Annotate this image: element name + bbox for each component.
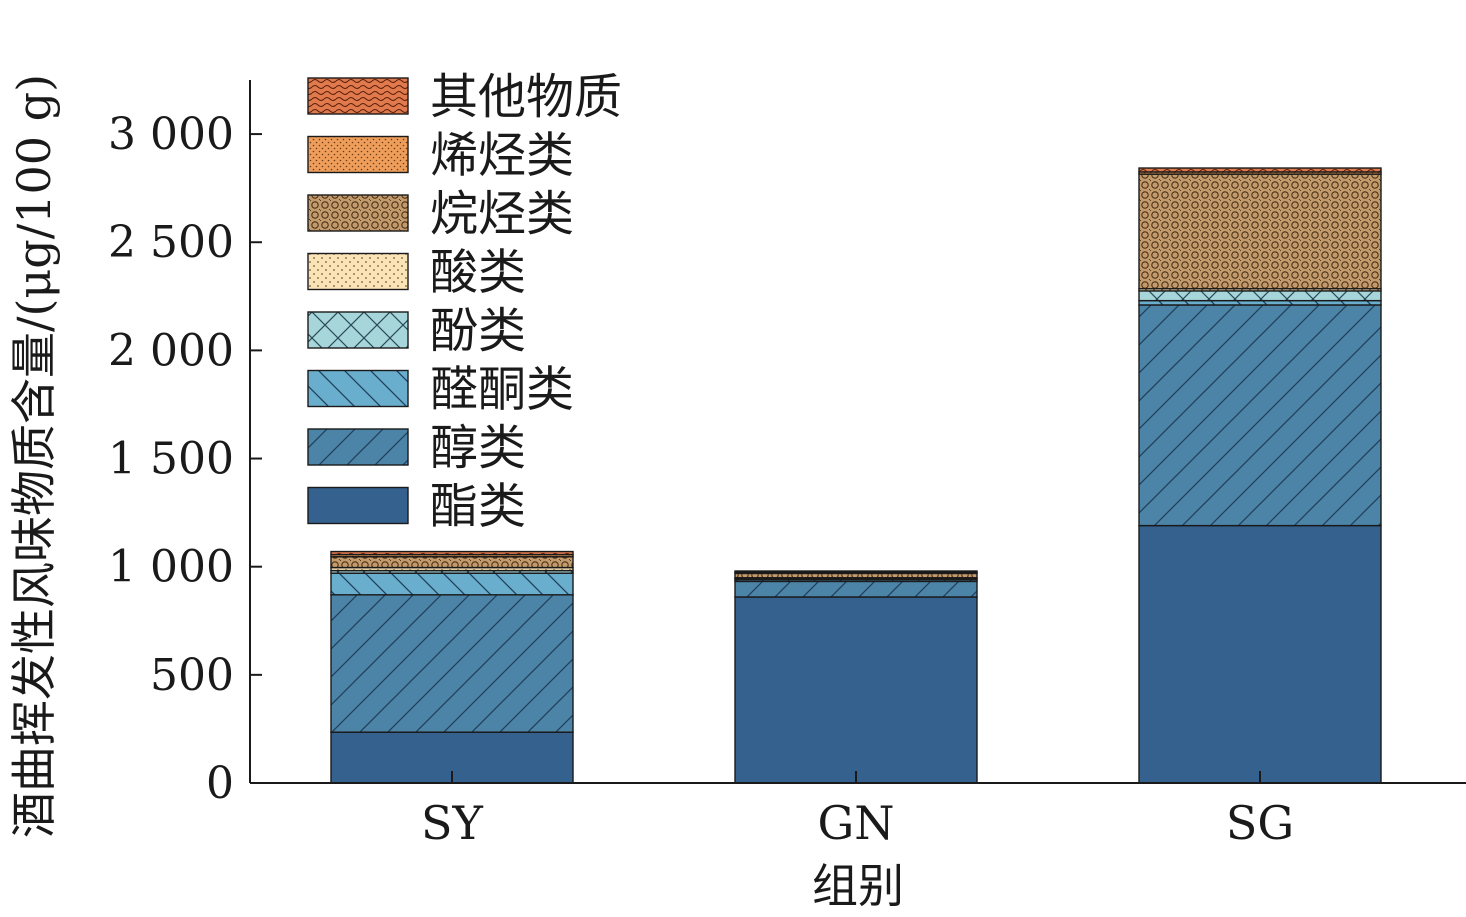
legend-label: 烯烃类 (430, 128, 574, 184)
legend-label: 烷烃类 (430, 186, 574, 242)
legend-swatch-outline (307, 311, 409, 349)
bar-segment-sy-3-pattern (331, 570, 573, 574)
legend-item: 其他物质 (307, 69, 622, 125)
legend-swatch-pattern (308, 370, 408, 407)
legend-label: 酸类 (430, 245, 526, 301)
x-tick-label-sg: SG (1226, 796, 1294, 850)
x-tick-label-gn: GN (818, 796, 895, 850)
bar-segment-sg-6-pattern (1139, 171, 1381, 175)
bar-stack-sy (330, 550, 574, 784)
legend-swatch-pattern (308, 78, 408, 114)
x-axis-title: 组别 (812, 859, 904, 912)
y-tick-label: 0 (206, 758, 234, 809)
bar-segment-gn-2-pattern (735, 579, 977, 582)
legend-swatch-pattern (308, 429, 408, 465)
y-tick-label: 2 500 (108, 217, 234, 268)
legend-label: 醇类 (430, 420, 526, 476)
legend-swatch-base (308, 487, 408, 524)
legend-swatch-outline (307, 428, 409, 466)
legend-item: 醇类 (307, 420, 526, 476)
bar-segment-gn-5-pattern (735, 573, 977, 578)
bar-segment-sy-4-pattern (331, 567, 573, 571)
legend-label: 其他物质 (430, 69, 622, 125)
legend-item: 烯烃类 (307, 128, 574, 184)
bar-segment-sy-5-pattern (331, 556, 573, 568)
legend-swatch-outline (307, 135, 409, 174)
bar-stack-gn (734, 570, 978, 784)
legend-swatch-outline (307, 194, 409, 232)
bar-segment-sg-5-pattern (1139, 174, 1381, 289)
bars-layer (330, 167, 1382, 784)
y-tick-label: 1 000 (108, 542, 234, 593)
bar-segment-sg-7-pattern (1139, 168, 1381, 172)
legend-swatch-pattern (308, 253, 408, 290)
legend-item: 醛酮类 (307, 362, 574, 418)
legend-item: 烷烃类 (307, 186, 574, 242)
y-tick-label: 500 (150, 650, 234, 701)
bar-segment-sy-7-pattern (331, 551, 573, 555)
legend-swatch-pattern (308, 195, 408, 231)
y-tick-label: 1 500 (108, 434, 234, 485)
bar-segment-gn-1-pattern (735, 581, 977, 597)
bar-segment-sg-0-base (1139, 525, 1381, 783)
legend-swatch-outline (307, 252, 409, 291)
bar-segment-gn-7-outline (734, 570, 978, 574)
bar-segment-sg-4-pattern (1139, 288, 1381, 291)
legend-item: 酯类 (307, 479, 526, 535)
legend-label: 酯类 (430, 479, 526, 535)
bar-segment-sy-7-outline (330, 550, 574, 556)
bar-segment-sy-2-pattern (331, 573, 573, 595)
bar-segment-sg-3-pattern (1139, 290, 1381, 301)
bar-segment-sg-7-outline (1138, 167, 1382, 173)
legend-swatch-pattern (308, 136, 408, 173)
bar-segment-gn-0-base (735, 596, 977, 783)
legend-item: 酸类 (307, 245, 526, 301)
y-axis-title: 酒曲挥发性风味物质含量/(μg/100 g) (7, 74, 61, 838)
axes-layer: 0 500 1 000 1 500 2 000 2 500 3 000 SY GN SG (108, 80, 1466, 850)
bar-segment-sg-1-pattern (1139, 304, 1381, 526)
legend-swatch-pattern (308, 312, 408, 348)
y-tick-label: 3 000 (108, 109, 234, 160)
bar-stack-sg (1138, 167, 1382, 784)
legend-item: 酚类 (307, 303, 526, 359)
legend-label: 醛酮类 (430, 362, 574, 418)
legend-swatch-outline (307, 486, 409, 525)
x-tick-label-sy: SY (421, 796, 484, 850)
legend-swatch-outline (307, 77, 409, 115)
legend-swatch-outline (307, 369, 409, 408)
axis-titles: 组别 酒曲挥发性风味物质含量/(μg/100 g) (7, 74, 904, 913)
bar-segment-sy-1-pattern (331, 594, 573, 733)
y-tick-label: 2 000 (108, 325, 234, 376)
bar-segment-sy-6-pattern (331, 554, 573, 557)
legend-label: 酚类 (430, 303, 526, 359)
bar-segment-sg-2-pattern (1139, 300, 1381, 305)
